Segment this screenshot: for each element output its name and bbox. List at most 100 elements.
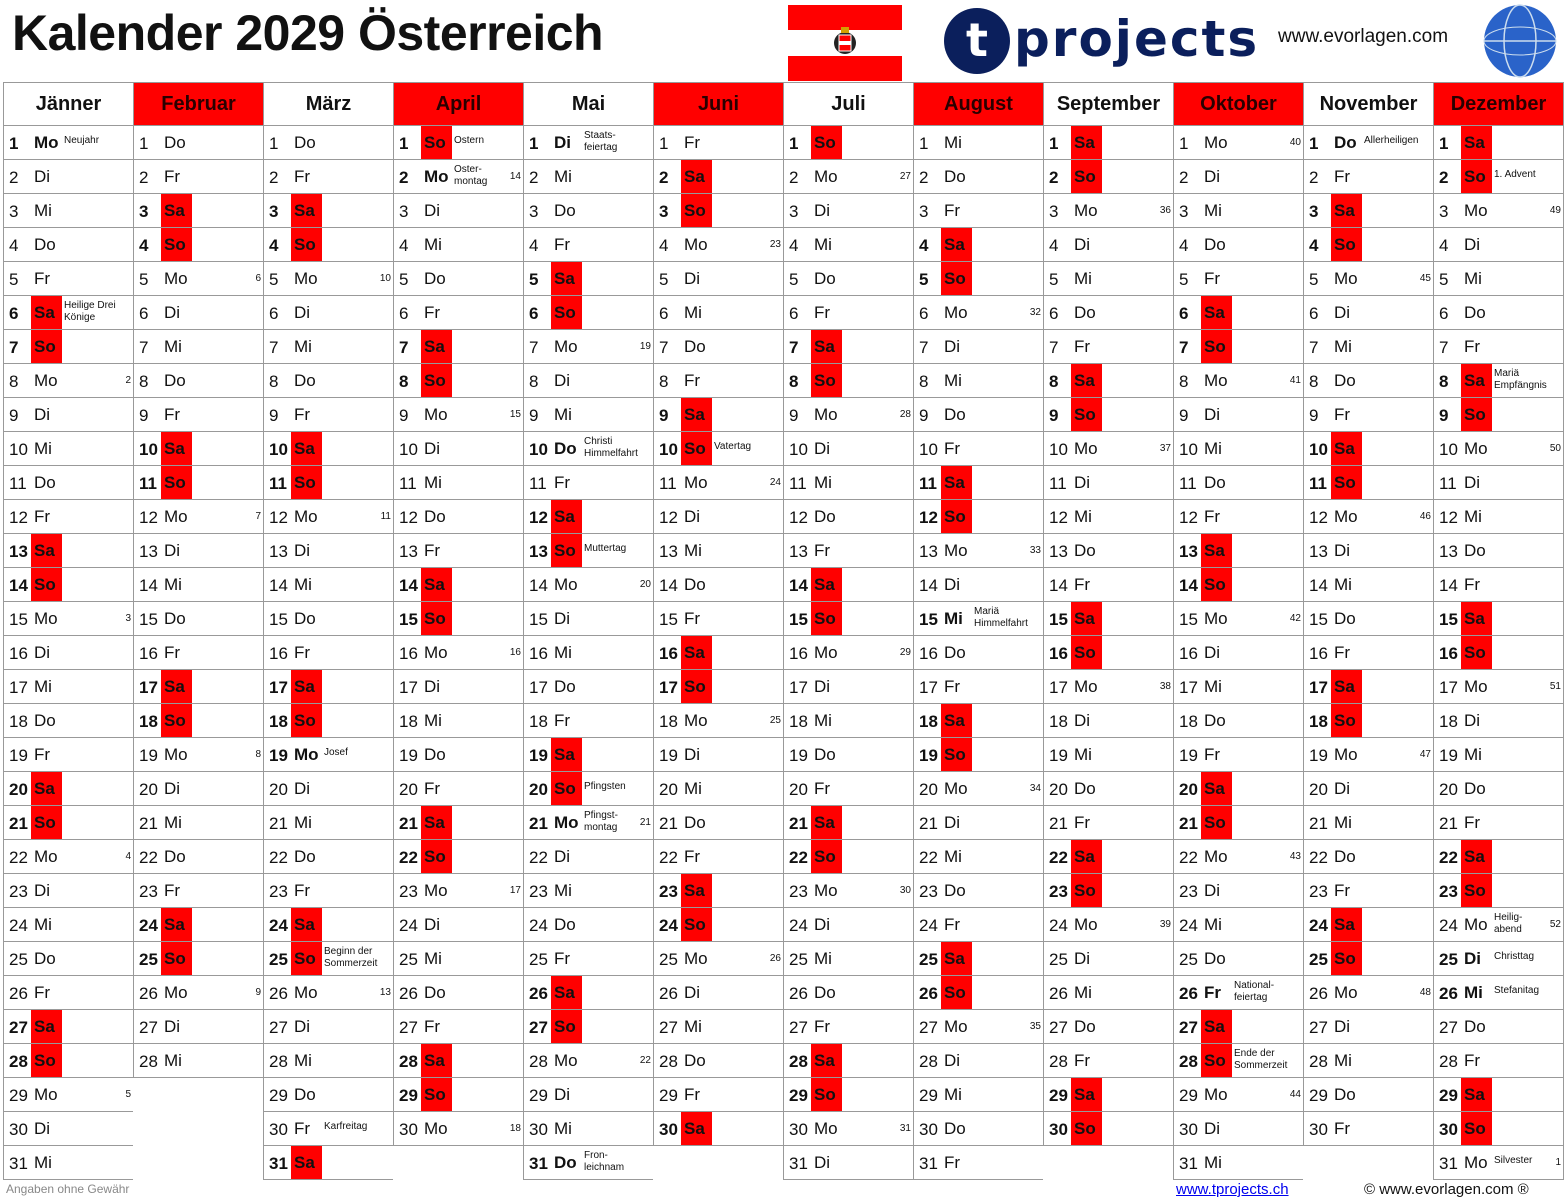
day-row: 23 Fr (264, 874, 393, 908)
day-number: 19 (529, 746, 548, 765)
weekday: Mo (1204, 609, 1228, 628)
weekday: Sa (291, 1146, 322, 1179)
day-number: 31 (9, 1154, 28, 1173)
weekday: So (811, 364, 842, 397)
day-row: 13 Di (264, 534, 393, 568)
day-row: 18 Do (1174, 704, 1303, 738)
weekday: So (421, 1078, 452, 1111)
day-row: 26 So (914, 976, 1043, 1010)
day-row: 29 Fr (654, 1078, 783, 1112)
day-number: 20 (1049, 780, 1068, 799)
day-row: 19 Mo 8 (134, 738, 263, 772)
day-row: 25 Mi (394, 942, 523, 976)
weekday: Mo (944, 541, 968, 560)
day-number: 19 (1439, 746, 1458, 765)
day-number: 26 (1439, 984, 1458, 1003)
day-row: 13 Mi (654, 534, 783, 568)
weekday: Fr (424, 779, 441, 798)
day-number: 27 (529, 1018, 548, 1037)
weekday: Di (814, 1153, 831, 1172)
week-number: 22 (639, 1055, 651, 1066)
link[interactable]: www.tprojects.ch (1176, 1181, 1289, 1198)
weekday: Di (554, 1085, 571, 1104)
weekday: Fr (944, 201, 961, 220)
weekday: So (1461, 874, 1492, 907)
day-number: 17 (659, 678, 678, 697)
weekday: Sa (941, 704, 972, 737)
day-row: 22 So (784, 840, 913, 874)
week-number: 35 (1029, 1021, 1041, 1032)
day-number: 25 (1179, 950, 1198, 969)
day-number: 6 (1439, 304, 1449, 323)
day-number: 3 (529, 202, 539, 221)
weekday: Sa (31, 772, 62, 805)
day-row: 7 Di (914, 330, 1043, 364)
week-number: 37 (1159, 443, 1171, 454)
disclaimer: Angaben ohne Gewähr (6, 1182, 130, 1196)
weekday: Di (554, 609, 571, 628)
day-number: 10 (269, 440, 288, 459)
day-row: 30 Fr Karfreitag (264, 1112, 393, 1146)
day-row: 10 Sa (1304, 432, 1433, 466)
weekday: Mo (424, 881, 448, 900)
week-number: 39 (1159, 919, 1171, 930)
weekday: Di (944, 813, 961, 832)
day-row: 20 Sa (1174, 772, 1303, 806)
day-row: 2 Do (914, 160, 1043, 194)
weekday: Mi (944, 371, 962, 390)
day-number: 7 (919, 338, 929, 357)
day-row: 31 Do Fron- leichnam (524, 1146, 653, 1180)
weekday: Fr (814, 541, 831, 560)
day-row: 21 So (1174, 806, 1303, 840)
weekday: Mo (814, 167, 838, 186)
weekday: Do (424, 507, 446, 526)
day-number: 7 (789, 338, 799, 357)
day-number: 7 (9, 338, 19, 357)
day-number: 21 (269, 814, 288, 833)
day-row: 27 Sa (1174, 1010, 1303, 1044)
weekday: Mi (1334, 1051, 1352, 1070)
weekday: So (291, 466, 322, 499)
day-number: 1 (1049, 134, 1059, 153)
weekday: Mo (34, 133, 59, 152)
day-row: 6 Di (134, 296, 263, 330)
weekday: Di (424, 677, 441, 696)
day-row: 5 Mo 10 (264, 262, 393, 296)
day-number: 5 (529, 270, 539, 289)
day-row: 15 Sa (1434, 602, 1563, 636)
weekday: Do (944, 1119, 966, 1138)
day-row: 28 Fr (1434, 1044, 1563, 1078)
day-row: 12 Mi (1044, 500, 1173, 534)
day-number: 4 (1049, 236, 1059, 255)
day-number: 23 (9, 882, 28, 901)
day-number: 3 (1309, 202, 1319, 221)
weekday: Fr (1204, 745, 1221, 764)
day-row: 12 Do (394, 500, 523, 534)
day-number: 23 (1309, 882, 1328, 901)
weekday: So (1461, 636, 1492, 669)
day-number: 31 (529, 1154, 548, 1173)
weekday: Mi (814, 473, 832, 492)
weekday: So (291, 704, 322, 737)
day-number: 26 (789, 984, 808, 1003)
day-row: 16 Mi (524, 636, 653, 670)
day-number: 30 (529, 1120, 548, 1139)
day-number: 5 (1179, 270, 1189, 289)
day-row: 31 Di (784, 1146, 913, 1180)
weekday: So (811, 602, 842, 635)
week-number: 38 (1159, 681, 1171, 692)
week-number: 2 (125, 375, 131, 386)
weekday: So (941, 262, 972, 295)
day-row: 2 Fr (1304, 160, 1433, 194)
weekday: So (811, 840, 842, 873)
weekday: Do (1204, 235, 1226, 254)
day-row: 18 Fr (524, 704, 653, 738)
holiday-note: Christi Himmelfahrt (584, 436, 638, 459)
day-number: 8 (529, 372, 539, 391)
day-number: 18 (789, 712, 808, 731)
weekday: Sa (811, 806, 842, 839)
day-number: 26 (1309, 984, 1328, 1003)
day-row: 24 Sa (1304, 908, 1433, 942)
day-number: 2 (139, 168, 149, 187)
day-row: 28 So (4, 1044, 133, 1078)
